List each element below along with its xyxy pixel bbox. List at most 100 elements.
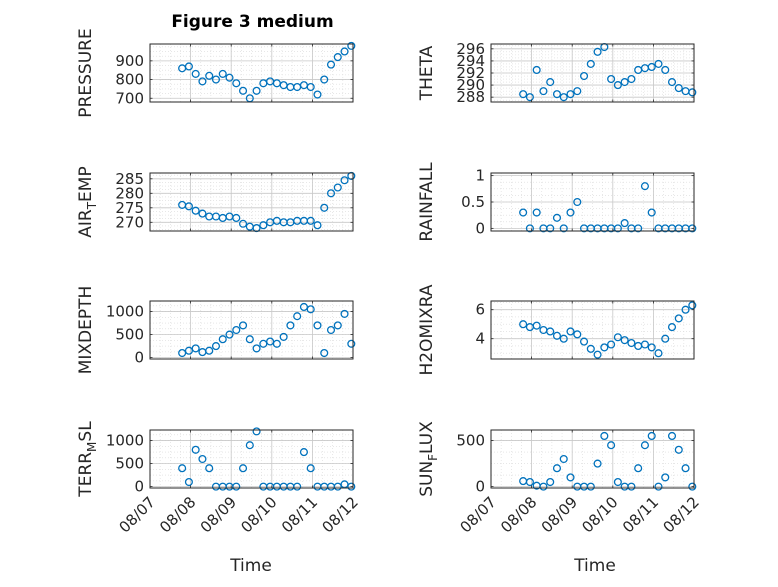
data-point — [299, 302, 308, 312]
y-tick-label: 0 — [475, 219, 485, 237]
axes-box — [490, 300, 695, 360]
data-point — [211, 212, 221, 221]
data-point — [272, 79, 281, 88]
data-point — [191, 206, 200, 215]
data-point — [259, 79, 268, 88]
data-point — [238, 86, 248, 95]
data-point — [259, 221, 268, 230]
data-point — [674, 445, 683, 454]
data-point — [539, 87, 548, 96]
data-point — [238, 321, 248, 330]
data-point — [600, 42, 609, 52]
data-point — [586, 344, 595, 353]
data-point — [347, 339, 356, 348]
y-tick-label: 500 — [115, 455, 144, 473]
data-point — [627, 482, 636, 491]
data-point — [191, 69, 200, 78]
data-point — [661, 65, 670, 75]
y-tick-label: 1 — [475, 167, 485, 185]
data-point — [640, 441, 649, 450]
data-point — [347, 41, 356, 50]
data-point — [688, 224, 697, 233]
data-point — [674, 84, 683, 93]
subplot-mixdepth: 0 500 1000 MIXDEPTH — [76, 286, 356, 375]
data-point — [306, 82, 315, 92]
data-point — [519, 90, 528, 99]
data-point — [532, 208, 541, 217]
data-point — [218, 213, 227, 223]
data-point — [667, 431, 677, 441]
data-point — [320, 75, 329, 84]
data-point — [286, 321, 295, 330]
data-point — [326, 60, 336, 69]
data-point — [184, 202, 193, 211]
data-point — [681, 464, 690, 473]
data-point — [600, 431, 609, 441]
data-point — [654, 59, 663, 68]
data-point — [340, 309, 349, 318]
data-point — [252, 344, 261, 353]
data-point — [299, 448, 308, 457]
axes-box — [149, 172, 354, 232]
data-point — [613, 224, 622, 233]
data-point — [647, 431, 656, 441]
data-point — [627, 74, 636, 84]
data-point — [586, 482, 595, 491]
data-point — [293, 82, 302, 92]
data-point — [211, 75, 221, 84]
data-point — [620, 219, 629, 228]
x-tick-label: 08/12 — [319, 493, 362, 536]
data-point — [252, 86, 261, 95]
data-point — [218, 69, 227, 78]
data-point — [532, 65, 541, 75]
x-tick-label: 08/11 — [278, 493, 321, 536]
data-point — [232, 325, 241, 335]
data-point — [688, 88, 697, 97]
data-point — [184, 62, 193, 71]
y-tick-label: 0.5 — [461, 193, 485, 211]
axes-box — [149, 429, 354, 489]
data-point — [647, 208, 656, 217]
data-point — [326, 189, 336, 198]
y-tick-label: 270 — [115, 213, 144, 231]
y-tick-label: 288 — [456, 88, 485, 106]
data-point — [225, 212, 234, 221]
data-point — [245, 222, 254, 231]
data-point — [326, 325, 336, 335]
y-axis-label: MIXDEPTH — [76, 286, 96, 375]
y-tick-label: 700 — [115, 89, 144, 107]
data-point — [245, 441, 254, 450]
data-point — [205, 464, 214, 473]
data-point — [198, 77, 207, 86]
y-tick-label: 900 — [115, 52, 144, 70]
axes-box — [149, 43, 354, 103]
data-point — [279, 332, 288, 341]
data-point — [232, 482, 241, 491]
axes-box — [149, 300, 354, 360]
data-point — [559, 454, 568, 464]
data-point — [573, 87, 582, 96]
y-tick-label: 296 — [456, 40, 485, 58]
subplot-sun-flux: 0 500 SUNFLUX 08/0708/0808/0908/1008/1108/1… — [417, 421, 703, 537]
data-point — [552, 90, 562, 99]
data-point — [620, 336, 629, 345]
data-point — [259, 339, 268, 348]
data-point — [191, 445, 200, 454]
y-axis-label: SUNFLUX — [417, 421, 440, 497]
data-point — [647, 343, 656, 352]
data-point — [205, 71, 214, 80]
data-point — [252, 224, 261, 233]
data-point — [647, 62, 656, 72]
x-tick-label: 08/09 — [538, 493, 581, 536]
data-point — [546, 477, 555, 487]
data-point — [333, 482, 342, 491]
data-point — [238, 464, 248, 473]
subplot-terr-msl: 0 500 1000 TERRMSL 08/0708/0808/0908/1008/11… — [76, 421, 362, 537]
data-point — [218, 335, 227, 344]
data-point — [640, 64, 649, 73]
y-tick-label: 280 — [115, 184, 144, 202]
y-tick-label: 0 — [134, 478, 144, 496]
data-point — [532, 321, 541, 330]
y-tick-label: 6 — [475, 301, 485, 319]
data-point — [681, 305, 690, 314]
